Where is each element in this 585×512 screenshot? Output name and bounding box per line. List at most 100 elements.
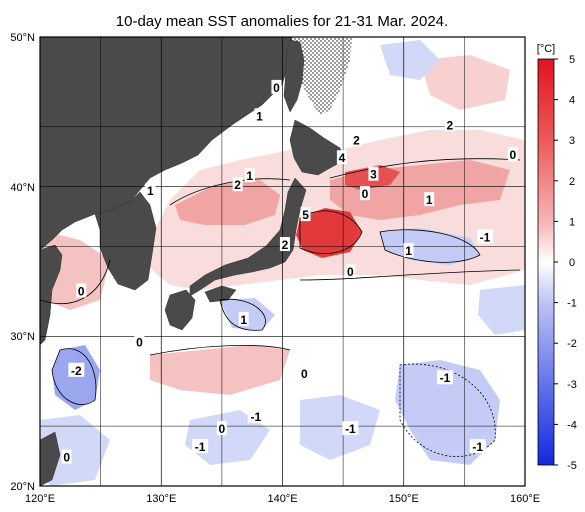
shikoku-island-land <box>204 285 237 303</box>
contour-label-text: -1 <box>472 440 483 454</box>
colorbar-tick-label: 3 <box>569 135 575 147</box>
contour-label-text: 1 <box>426 193 433 207</box>
contour-label: 0 <box>271 79 282 95</box>
cold-anomaly-region <box>478 285 525 335</box>
contour-label: -1 <box>476 229 493 245</box>
contour-line <box>299 269 521 281</box>
colorbar-tick-label: 1 <box>569 216 575 228</box>
x-axis-ticks: 120°E 130°E 140°E 150°E 160°E <box>25 493 540 505</box>
contour-line <box>299 210 363 255</box>
colorbar-tick-label: 2 <box>569 176 575 188</box>
colorbar-scale <box>537 58 555 466</box>
contour-label-box <box>232 177 243 192</box>
contour-label-box <box>192 439 209 454</box>
contour-label-box <box>254 108 265 123</box>
contour-label-text: -1 <box>480 231 491 245</box>
warm-anomaly-region <box>150 345 290 395</box>
x-tick-label: 120°E <box>25 493 55 505</box>
hokkaido-island-land <box>289 119 346 176</box>
contour-label: 1 <box>238 311 249 327</box>
contour-label: 4 <box>336 150 347 165</box>
contour-label: 1 <box>254 108 265 123</box>
contour-line <box>219 298 266 331</box>
contour-label-text: 5 <box>302 208 309 222</box>
y-tick-label: 50°N <box>10 32 35 44</box>
contour-label-box <box>507 147 518 162</box>
graticule-grid <box>40 37 525 486</box>
contour-label-box <box>436 370 453 385</box>
colorbar: [°C] 5 4 3 2 1 0 -1 -2 -3 -4 -5 <box>537 43 577 472</box>
contour-label-text: 0 <box>273 81 280 95</box>
contour-label-text: 1 <box>147 184 154 198</box>
contour-label-text: 2 <box>353 133 360 147</box>
colorbar-tick-label: 5 <box>569 54 575 66</box>
contour-label-box <box>279 237 290 252</box>
contour-label-box <box>351 132 362 147</box>
contour-label-text: 1 <box>240 313 247 327</box>
contour-label-box <box>238 311 249 326</box>
sakhalin-island-land <box>283 39 305 113</box>
contour-label-text: 3 <box>370 168 377 182</box>
contour-label: 2 <box>444 117 455 132</box>
contour-line <box>51 348 97 405</box>
contour-label: 0 <box>299 365 310 381</box>
map-frame <box>39 36 526 487</box>
contour-label: 2 <box>232 177 243 192</box>
contour-line <box>329 158 521 179</box>
contour-label-box <box>336 150 347 165</box>
contour-label-text: 4 <box>339 151 346 165</box>
contour-label-text: 2 <box>446 118 453 132</box>
contour-label-box <box>476 229 493 244</box>
colorbar-tick-label: -1 <box>567 298 577 310</box>
contour-label-text: 1 <box>246 169 253 183</box>
contour-label-box <box>342 421 359 436</box>
colorbar-tick-label: -3 <box>567 379 577 391</box>
contour-label-text: 0 <box>510 148 517 162</box>
contour-label-box <box>247 409 264 424</box>
contour-label: 3 <box>368 166 379 182</box>
land-masses <box>40 37 346 486</box>
contour-label: 1 <box>244 168 255 183</box>
contour-line <box>169 178 291 206</box>
contour-line <box>149 345 291 356</box>
contour-label-box <box>134 334 145 349</box>
china-coast-land <box>40 244 63 346</box>
cold-anomaly-region <box>40 415 110 486</box>
contour-label: 5 <box>300 207 311 222</box>
warm-anomaly-region <box>296 208 362 258</box>
contour-label: 0 <box>61 449 72 465</box>
contour-label-box <box>68 362 85 377</box>
contour-label: 0 <box>216 421 227 436</box>
warm-anomaly-region <box>175 180 280 225</box>
contour-label-text: 0 <box>301 367 308 381</box>
contour-label-box <box>61 449 72 464</box>
contour-label-box <box>244 168 255 183</box>
contour-label-text: 2 <box>282 238 289 252</box>
contour-label: 0 <box>345 263 356 279</box>
contour-line <box>399 363 496 457</box>
contour-label: -1 <box>436 370 453 385</box>
colorbar-tick-label: 4 <box>569 95 575 107</box>
contour-label-text: -1 <box>195 440 206 454</box>
contour-label-box <box>271 79 282 94</box>
contour-line <box>379 229 481 263</box>
contour-label-text: -1 <box>345 422 356 436</box>
contour-label-text: 0 <box>136 335 143 349</box>
contour-label: -1 <box>469 439 486 454</box>
contour-label: 1 <box>145 183 156 198</box>
cold-anomaly-region <box>395 360 500 465</box>
colorbar-tick-label: -2 <box>567 338 577 350</box>
contour-label-box <box>368 166 379 181</box>
colorbar-tick-label: 0 <box>569 257 575 269</box>
y-tick-label: 30°N <box>10 331 35 343</box>
colorbar-tick-label: -4 <box>567 419 577 431</box>
contour-label: -1 <box>342 421 359 436</box>
contour-label: 2 <box>279 237 290 252</box>
contour-label: 0 <box>359 186 370 201</box>
contour-label-text: 1 <box>256 109 263 123</box>
contour-label-box <box>216 421 227 436</box>
warm-anomaly-region <box>420 55 510 110</box>
cold-anomaly-region <box>52 345 100 410</box>
